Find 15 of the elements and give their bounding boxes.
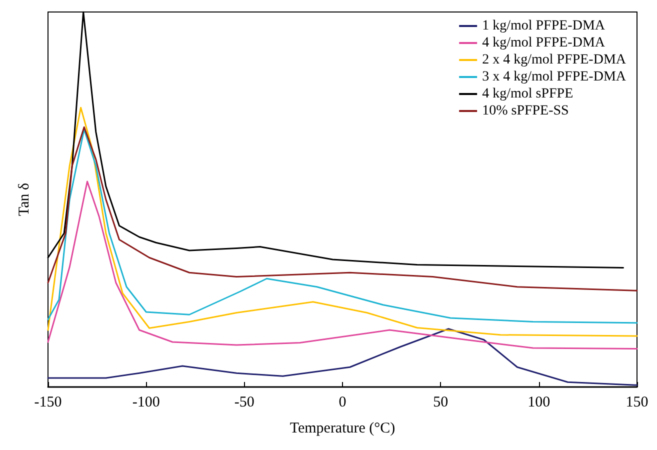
x-tick-label: -50: [234, 394, 254, 410]
y-axis-title: Tan δ: [16, 182, 32, 216]
x-tick-label: 150: [626, 394, 648, 410]
x-tick-label: 50: [433, 394, 448, 410]
legend-label: 4 kg/mol PFPE-DMA: [482, 36, 606, 50]
x-tick-label: 100: [528, 394, 550, 410]
legend-label: 2 x 4 kg/mol PFPE-DMA: [482, 52, 627, 68]
x-tick-label: -150: [34, 394, 62, 410]
legend-label: 4 kg/mol sPFPE: [482, 86, 574, 102]
x-tick-label: -100: [132, 394, 160, 410]
legend-label: 1 kg/mol PFPE-DMA: [482, 18, 606, 34]
x-axis-title: Temperature (°C): [290, 420, 396, 436]
legend-label: 3 x 4 kg/mol PFPE-DMA: [482, 70, 627, 84]
legend-label: 10% sPFPE-SS: [482, 104, 569, 118]
x-tick-label: 0: [338, 394, 346, 410]
